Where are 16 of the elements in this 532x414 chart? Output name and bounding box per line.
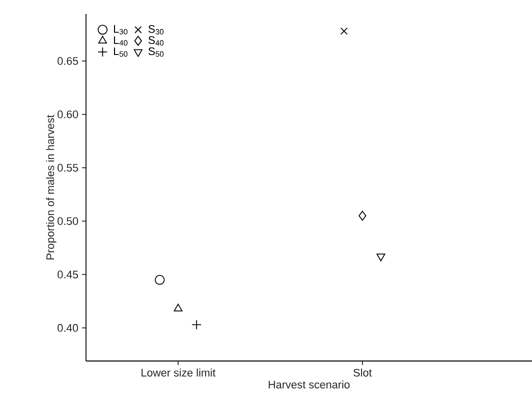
y-tick-label: 0.50 — [58, 217, 78, 226]
legend-label: L$_{40}$ — [114, 36, 128, 46]
y-axis-title: Proportion of males in harvest — [46, 114, 56, 260]
legend-label: L$_{50}$ — [114, 47, 128, 57]
x-tick-label: Slot — [354, 368, 372, 377]
y-tick-label: 0.65 — [58, 57, 78, 65]
y-tick-label: 0.40 — [58, 324, 78, 332]
x-axis-title: Harvest scenario — [268, 380, 350, 388]
y-tick-label: 0.60 — [58, 110, 78, 118]
x-tick-label: Lower size limit — [142, 368, 216, 377]
legend-label: S$_{40}$ — [148, 36, 164, 46]
y-tick-label: 0.45 — [58, 270, 78, 278]
legend-label: S$_{50}$ — [148, 47, 164, 57]
legend-label: L$_{30}$ — [114, 25, 128, 34]
y-tick-label: 0.55 — [58, 164, 78, 172]
legend-label: S$_{30}$ — [148, 25, 164, 34]
